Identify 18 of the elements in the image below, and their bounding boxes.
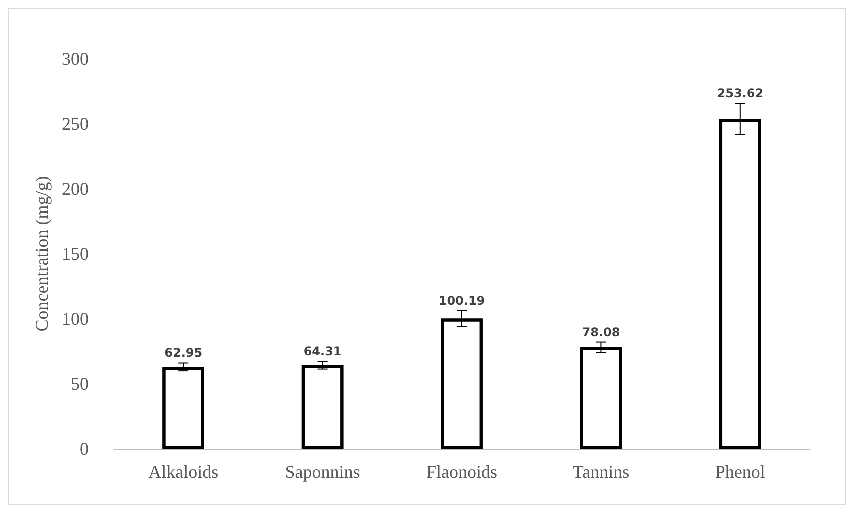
x-tick-label: Phenol bbox=[715, 462, 766, 482]
y-tick-label: 100 bbox=[62, 309, 89, 329]
x-tick-label: Flaonoids bbox=[426, 462, 498, 482]
y-tick-label: 50 bbox=[71, 374, 89, 394]
x-tick-label: Saponnins bbox=[285, 462, 360, 482]
data-label: 64.31 bbox=[304, 344, 342, 358]
y-axis-title: Concentration (mg/g) bbox=[32, 176, 52, 332]
data-label: 78.08 bbox=[582, 325, 620, 340]
y-tick-label: 300 bbox=[62, 49, 89, 69]
y-tick-label: 200 bbox=[62, 179, 89, 199]
data-label: 100.19 bbox=[438, 294, 486, 308]
y-tick-label: 150 bbox=[62, 244, 89, 264]
data-label: 253.62 bbox=[717, 86, 764, 101]
data-label: 62.95 bbox=[164, 346, 203, 360]
y-tick-label: 250 bbox=[62, 114, 89, 134]
x-tick-label: Alkaloids bbox=[148, 462, 219, 482]
y-tick-label: 0 bbox=[80, 439, 89, 459]
x-tick-label: Tannins bbox=[572, 462, 630, 482]
